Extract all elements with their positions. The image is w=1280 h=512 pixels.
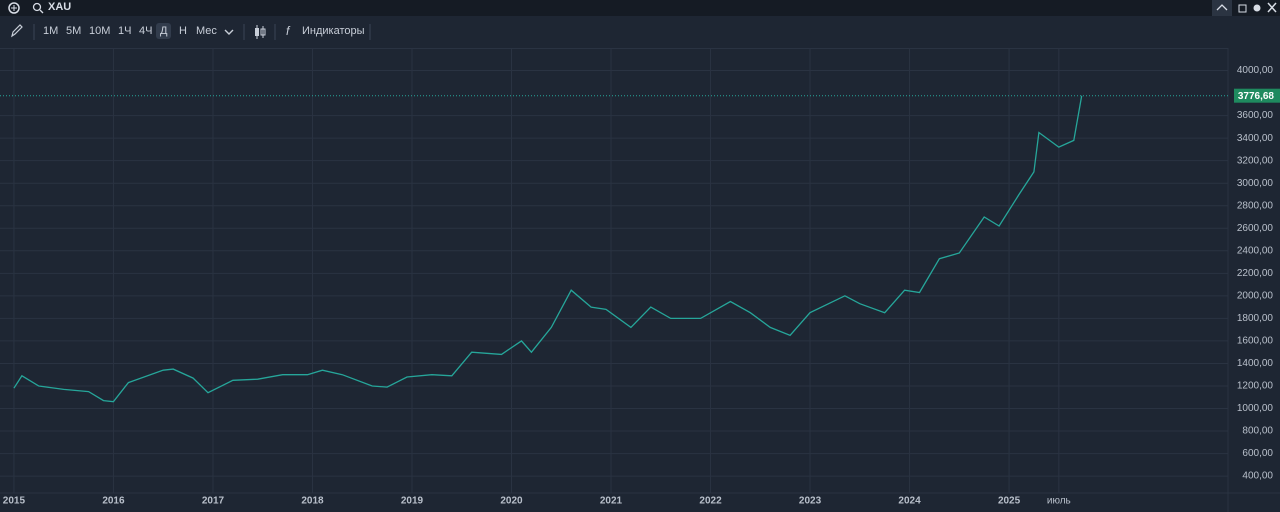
timeframe-button[interactable]: 10М: [89, 25, 111, 37]
toolbar-icons: f: [11, 24, 371, 40]
title-bar: XAU: [0, 0, 1280, 16]
x-tick-label: 2020: [500, 496, 523, 507]
y-tick-label: 600,00: [1242, 448, 1273, 459]
timeframe-button[interactable]: 1М: [43, 25, 59, 37]
x-tick-label: 2016: [102, 496, 125, 507]
timeframe-button[interactable]: 1Ч: [118, 25, 132, 37]
y-tick-label: 3400,00: [1237, 133, 1274, 144]
x-tick-label: 2021: [600, 496, 623, 507]
x-tick-label: 2024: [898, 496, 921, 507]
y-tick-label: 3200,00: [1237, 155, 1274, 166]
svg-text:f: f: [286, 24, 291, 38]
symbol[interactable]: XAU: [48, 1, 72, 13]
y-tick-label: 2200,00: [1237, 268, 1274, 279]
x-tick-label: 2017: [202, 496, 225, 507]
timeframe-button[interactable]: Н: [179, 25, 187, 37]
chart: 400,00 600,00 800,00 1000,00 1200,00 1400,00 1…: [0, 48, 1280, 512]
last-price-badge: [1234, 88, 1280, 103]
y-tick-label: 2400,00: [1237, 245, 1274, 256]
x-tick-label: 2022: [699, 496, 722, 507]
x-tick-label: июль: [1047, 496, 1071, 507]
x-tick-label: 2015: [3, 496, 26, 507]
x-tick-label: 2018: [301, 496, 324, 507]
timeframe-button[interactable]: Д: [156, 23, 172, 39]
y-tick-label: 1400,00: [1237, 358, 1274, 369]
y-tick-label: 3000,00: [1237, 178, 1274, 189]
y-tick-label: 1600,00: [1237, 336, 1274, 347]
x-tick-label: 2025: [998, 496, 1021, 507]
toolbar: f 1М 5М 10М 1Ч 4Ч Д Н Мес Индикаторы: [0, 16, 1280, 49]
price-line: [13, 95, 1083, 403]
y-tick-label: 2000,00: [1237, 290, 1274, 301]
axis-panel: [1228, 48, 1280, 512]
timeframe-button[interactable]: 4Ч: [139, 25, 153, 37]
indicators-button[interactable]: Индикаторы: [302, 25, 365, 37]
y-tick-label: 4000,00: [1237, 65, 1274, 76]
y-tick-label: 1200,00: [1237, 381, 1274, 392]
y-tick-label: 400,00: [1242, 471, 1273, 482]
y-tick-label: 1800,00: [1237, 313, 1274, 324]
timeframe-button[interactable]: 5М: [66, 25, 82, 37]
y-tick-label: 3600,00: [1237, 110, 1274, 121]
y-tick-label: 1000,00: [1237, 403, 1274, 414]
title-icons: [8, 0, 1277, 16]
y-tick-label: 800,00: [1242, 426, 1273, 437]
y-tick-label: 2800,00: [1237, 200, 1274, 211]
y-tick-label: 2600,00: [1237, 223, 1274, 234]
x-tick-label: 2019: [401, 496, 424, 507]
last-price-label: 3776,68: [1238, 91, 1275, 102]
timeframe-button[interactable]: Мес: [196, 25, 217, 37]
x-tick-label: 2023: [799, 496, 822, 507]
